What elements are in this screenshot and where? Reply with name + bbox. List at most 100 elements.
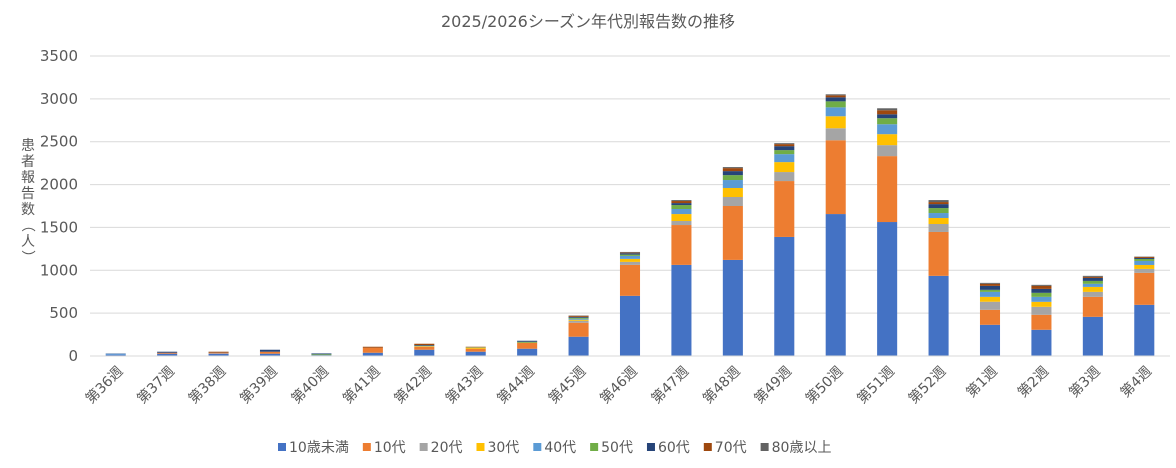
y-axis-label-char: 報	[21, 170, 35, 186]
bar-segment	[619, 252, 641, 254]
bar-segment	[979, 289, 1001, 292]
bar-stack	[208, 351, 229, 356]
x-tick-label: 第4週	[1117, 363, 1155, 401]
bar-segment	[671, 200, 692, 202]
bar-segment	[1082, 286, 1103, 292]
bar-segment	[825, 214, 846, 356]
bar-segment	[722, 259, 743, 356]
bar-segment	[517, 348, 538, 356]
bar-segment	[671, 264, 692, 356]
bar-segment	[877, 114, 898, 119]
legend-swatch	[278, 443, 286, 451]
bar-segment	[105, 353, 126, 355]
bar-segment	[877, 134, 898, 146]
bar-segment	[157, 351, 178, 353]
bar-segment	[774, 150, 795, 155]
bar-segment	[1031, 296, 1052, 302]
bar-segment	[1031, 284, 1052, 286]
x-tick-label: 第45週	[545, 363, 589, 407]
bar-segment	[671, 221, 692, 226]
bar-segment	[979, 291, 1001, 297]
bar-segment	[1082, 283, 1103, 287]
bar-segment	[722, 168, 743, 172]
bar-segment	[465, 347, 486, 348]
bar-segment	[1134, 304, 1155, 356]
x-axis-ticks: 第36週 第37週 第38週 第39週 第40週 第41週 第42週 第43週 第44週 第45週…	[82, 363, 1155, 407]
bar-segment	[259, 353, 281, 356]
bar-segment	[928, 224, 949, 232]
bar-segment	[619, 264, 641, 296]
bar-segment	[568, 318, 589, 320]
bar-segment	[414, 343, 435, 346]
legend-label: 50代	[601, 440, 633, 456]
bar-segment	[825, 94, 846, 96]
legend-label: 40代	[544, 440, 576, 456]
bar-segment	[1082, 275, 1103, 277]
y-axis-label-char: 告	[21, 186, 35, 202]
bar-segment	[774, 162, 795, 173]
bar-segment	[877, 222, 898, 356]
bar-segment	[1134, 256, 1155, 258]
y-tick-label: 3000	[40, 90, 78, 108]
legend-label: 20代	[431, 440, 463, 456]
legend-swatch	[703, 443, 712, 451]
bar-segment	[671, 201, 692, 204]
bar-segment	[568, 319, 589, 321]
bar-segment	[928, 208, 949, 214]
bar-segment	[877, 124, 898, 135]
bar-segment	[1082, 291, 1103, 297]
bar-segment	[1031, 288, 1052, 293]
bar-stack	[259, 349, 281, 356]
x-tick-label: 第39週	[236, 363, 280, 407]
bar-segment	[825, 101, 846, 108]
bar-segment	[979, 296, 1001, 302]
bar-stack	[465, 346, 486, 356]
bar-segment	[928, 200, 949, 203]
x-tick-label: 第49週	[751, 363, 795, 407]
y-tick-label: 2500	[40, 133, 78, 151]
bar-segment	[1082, 280, 1103, 284]
bar-segment	[979, 309, 1001, 325]
bar-stack	[1134, 256, 1155, 356]
bar-segment	[1031, 306, 1052, 315]
bar-segment	[208, 353, 229, 354]
bar-segment	[414, 349, 435, 356]
bar-segment	[979, 285, 1001, 290]
bar-segment	[877, 118, 898, 125]
bar-segment	[774, 144, 795, 147]
bar-segment	[877, 108, 898, 111]
bar-segment	[311, 354, 332, 356]
bar-segment	[1082, 316, 1103, 356]
bar-stack	[157, 351, 178, 356]
bar-segment	[157, 352, 178, 354]
legend-label: 30代	[487, 440, 519, 456]
bar-segment	[928, 275, 949, 356]
bar-segment	[465, 347, 486, 349]
x-tick-label: 第3週	[1066, 363, 1104, 401]
x-tick-label: 第47週	[648, 363, 692, 407]
x-tick-label: 第44週	[494, 363, 538, 407]
bar-segment	[722, 206, 743, 260]
bar-segment	[722, 175, 743, 181]
x-tick-label: 第41週	[339, 363, 383, 407]
bar-segment	[619, 253, 641, 255]
y-tick-label: 3500	[40, 47, 78, 65]
bar-stack	[979, 282, 1001, 356]
bar-segment	[568, 316, 589, 318]
bar-segment	[1134, 268, 1155, 273]
bar-segment	[928, 202, 949, 205]
legend-swatch	[476, 443, 485, 451]
bar-segment	[671, 203, 692, 206]
bar-segment	[979, 283, 1001, 286]
x-tick-label: 第46週	[596, 363, 640, 407]
legend-item: 40代	[533, 440, 576, 456]
bar-segment	[877, 145, 898, 157]
bar-segment	[362, 352, 383, 356]
bar-segment	[568, 320, 589, 323]
legend-swatch	[362, 443, 371, 451]
bar-segment	[362, 346, 383, 348]
bar-segment	[619, 255, 641, 259]
bar-segment	[465, 348, 486, 352]
bar-segment	[1134, 257, 1155, 259]
